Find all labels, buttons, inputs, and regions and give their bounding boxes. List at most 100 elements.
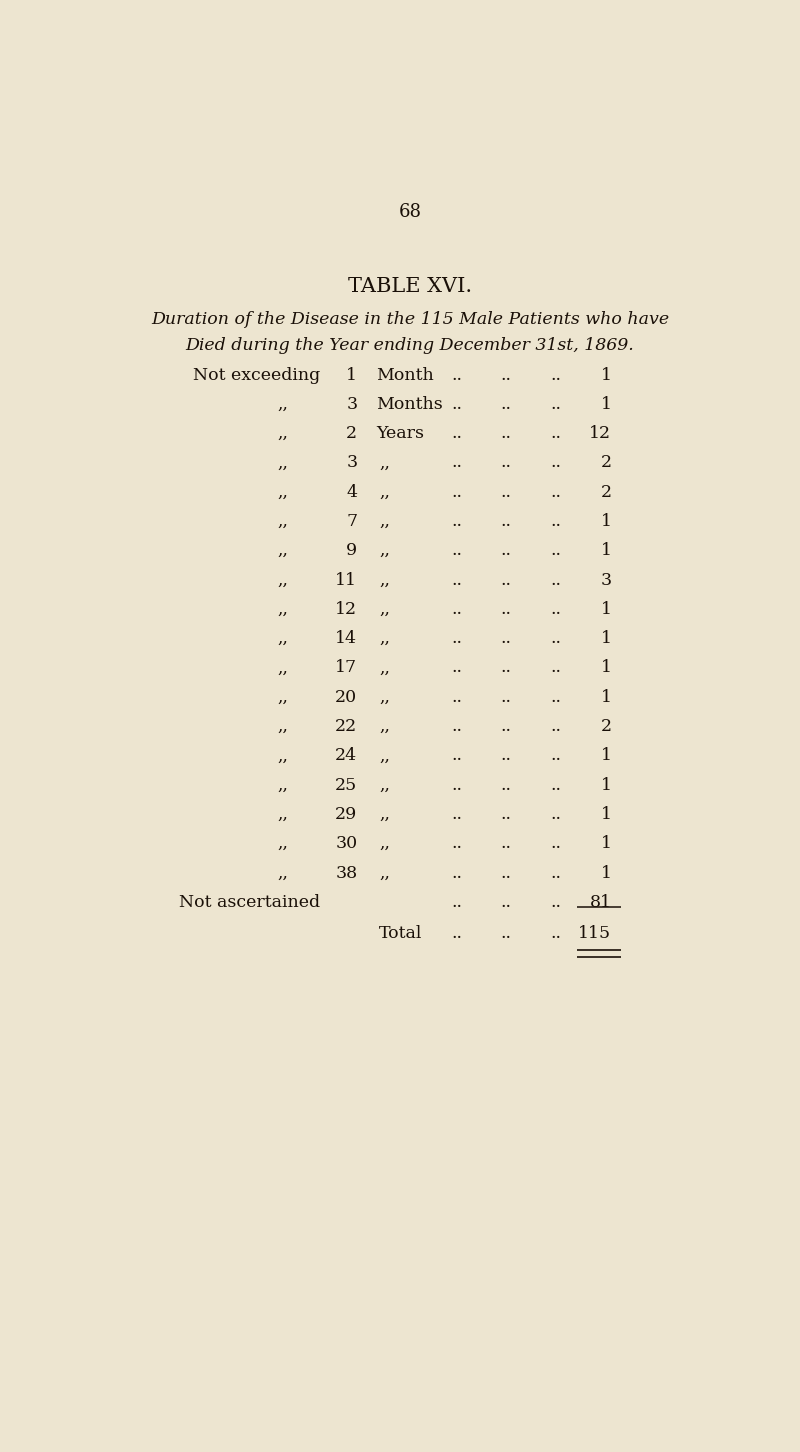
Text: ,,: ,,	[278, 572, 288, 588]
Text: Months: Months	[376, 396, 442, 412]
Text: ,,: ,,	[278, 601, 288, 619]
Text: 24: 24	[335, 748, 358, 764]
Text: 29: 29	[335, 806, 358, 823]
Text: 2: 2	[600, 454, 611, 472]
Text: ,,: ,,	[278, 719, 288, 735]
Text: 1: 1	[601, 601, 611, 619]
Text: ,,: ,,	[278, 396, 288, 412]
Text: ..: ..	[451, 484, 462, 501]
Text: ..: ..	[451, 748, 462, 764]
Text: 1: 1	[601, 659, 611, 677]
Text: ,,: ,,	[278, 542, 288, 559]
Text: ..: ..	[501, 542, 512, 559]
Text: ..: ..	[501, 688, 512, 706]
Text: 1: 1	[601, 688, 611, 706]
Text: ..: ..	[451, 806, 462, 823]
Text: ..: ..	[451, 864, 462, 881]
Text: ..: ..	[501, 484, 512, 501]
Text: ,,: ,,	[379, 806, 390, 823]
Text: ..: ..	[451, 659, 462, 677]
Text: ..: ..	[550, 425, 562, 441]
Text: ,,: ,,	[278, 806, 288, 823]
Text: ..: ..	[550, 513, 562, 530]
Text: ..: ..	[501, 835, 512, 852]
Text: TABLE XVI.: TABLE XVI.	[348, 277, 472, 296]
Text: ,,: ,,	[278, 748, 288, 764]
Text: ..: ..	[501, 513, 512, 530]
Text: ..: ..	[550, 777, 562, 794]
Text: ..: ..	[501, 396, 512, 412]
Text: ..: ..	[550, 748, 562, 764]
Text: ..: ..	[550, 454, 562, 472]
Text: ,,: ,,	[278, 425, 288, 441]
Text: ..: ..	[550, 542, 562, 559]
Text: ..: ..	[451, 572, 462, 588]
Text: ..: ..	[451, 366, 462, 383]
Text: ..: ..	[451, 688, 462, 706]
Text: ..: ..	[451, 630, 462, 648]
Text: ..: ..	[451, 454, 462, 472]
Text: 12: 12	[590, 425, 611, 441]
Text: ..: ..	[451, 513, 462, 530]
Text: ,,: ,,	[379, 572, 390, 588]
Text: ..: ..	[451, 396, 462, 412]
Text: ..: ..	[550, 484, 562, 501]
Text: 17: 17	[335, 659, 358, 677]
Text: 1: 1	[601, 835, 611, 852]
Text: 4: 4	[346, 484, 358, 501]
Text: ..: ..	[451, 719, 462, 735]
Text: ,,: ,,	[379, 454, 390, 472]
Text: 22: 22	[335, 719, 358, 735]
Text: Not exceeding: Not exceeding	[193, 366, 320, 383]
Text: 1: 1	[601, 366, 611, 383]
Text: 2: 2	[600, 719, 611, 735]
Text: Died during the Year ending December 31st, 1869.: Died during the Year ending December 31s…	[186, 337, 634, 354]
Text: 38: 38	[335, 864, 358, 881]
Text: Years: Years	[376, 425, 424, 441]
Text: ..: ..	[550, 835, 562, 852]
Text: 1: 1	[601, 806, 611, 823]
Text: ..: ..	[501, 630, 512, 648]
Text: ..: ..	[550, 630, 562, 648]
Text: ..: ..	[451, 894, 462, 910]
Text: ,,: ,,	[278, 864, 288, 881]
Text: 9: 9	[346, 542, 358, 559]
Text: 20: 20	[335, 688, 358, 706]
Text: 14: 14	[335, 630, 358, 648]
Text: ,,: ,,	[379, 601, 390, 619]
Text: 2: 2	[346, 425, 358, 441]
Text: 1: 1	[601, 513, 611, 530]
Text: 3: 3	[600, 572, 611, 588]
Text: ..: ..	[550, 688, 562, 706]
Text: ..: ..	[501, 572, 512, 588]
Text: ..: ..	[451, 542, 462, 559]
Text: ..: ..	[451, 777, 462, 794]
Text: 1: 1	[601, 748, 611, 764]
Text: ,,: ,,	[379, 542, 390, 559]
Text: ,,: ,,	[379, 864, 390, 881]
Text: ,,: ,,	[379, 484, 390, 501]
Text: 7: 7	[346, 513, 358, 530]
Text: ..: ..	[501, 425, 512, 441]
Text: 1: 1	[601, 542, 611, 559]
Text: ..: ..	[501, 748, 512, 764]
Text: 1: 1	[601, 396, 611, 412]
Text: ..: ..	[501, 454, 512, 472]
Text: ..: ..	[501, 925, 512, 942]
Text: ,,: ,,	[278, 659, 288, 677]
Text: ,,: ,,	[278, 777, 288, 794]
Text: ..: ..	[501, 719, 512, 735]
Text: ..: ..	[501, 659, 512, 677]
Text: ..: ..	[550, 894, 562, 910]
Text: ,,: ,,	[278, 835, 288, 852]
Text: ..: ..	[501, 777, 512, 794]
Text: ,,: ,,	[379, 748, 390, 764]
Text: ,,: ,,	[379, 659, 390, 677]
Text: ,,: ,,	[379, 719, 390, 735]
Text: 11: 11	[335, 572, 358, 588]
Text: ..: ..	[550, 864, 562, 881]
Text: ..: ..	[550, 396, 562, 412]
Text: 3: 3	[346, 396, 358, 412]
Text: ,,: ,,	[278, 484, 288, 501]
Text: 3: 3	[346, 454, 358, 472]
